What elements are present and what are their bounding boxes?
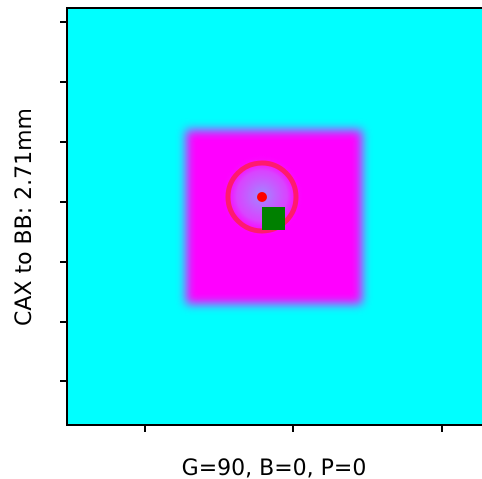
cax-marker: [262, 207, 285, 230]
y-ticks: [60, 21, 67, 382]
ring: [225, 160, 299, 234]
y-axis-label: CAX to BB: 2.71mm: [12, 108, 37, 326]
bb-marker: [257, 192, 267, 202]
x-axis-label: G=90, B=0, P=0: [182, 456, 367, 479]
x-ticks: [144, 425, 443, 432]
